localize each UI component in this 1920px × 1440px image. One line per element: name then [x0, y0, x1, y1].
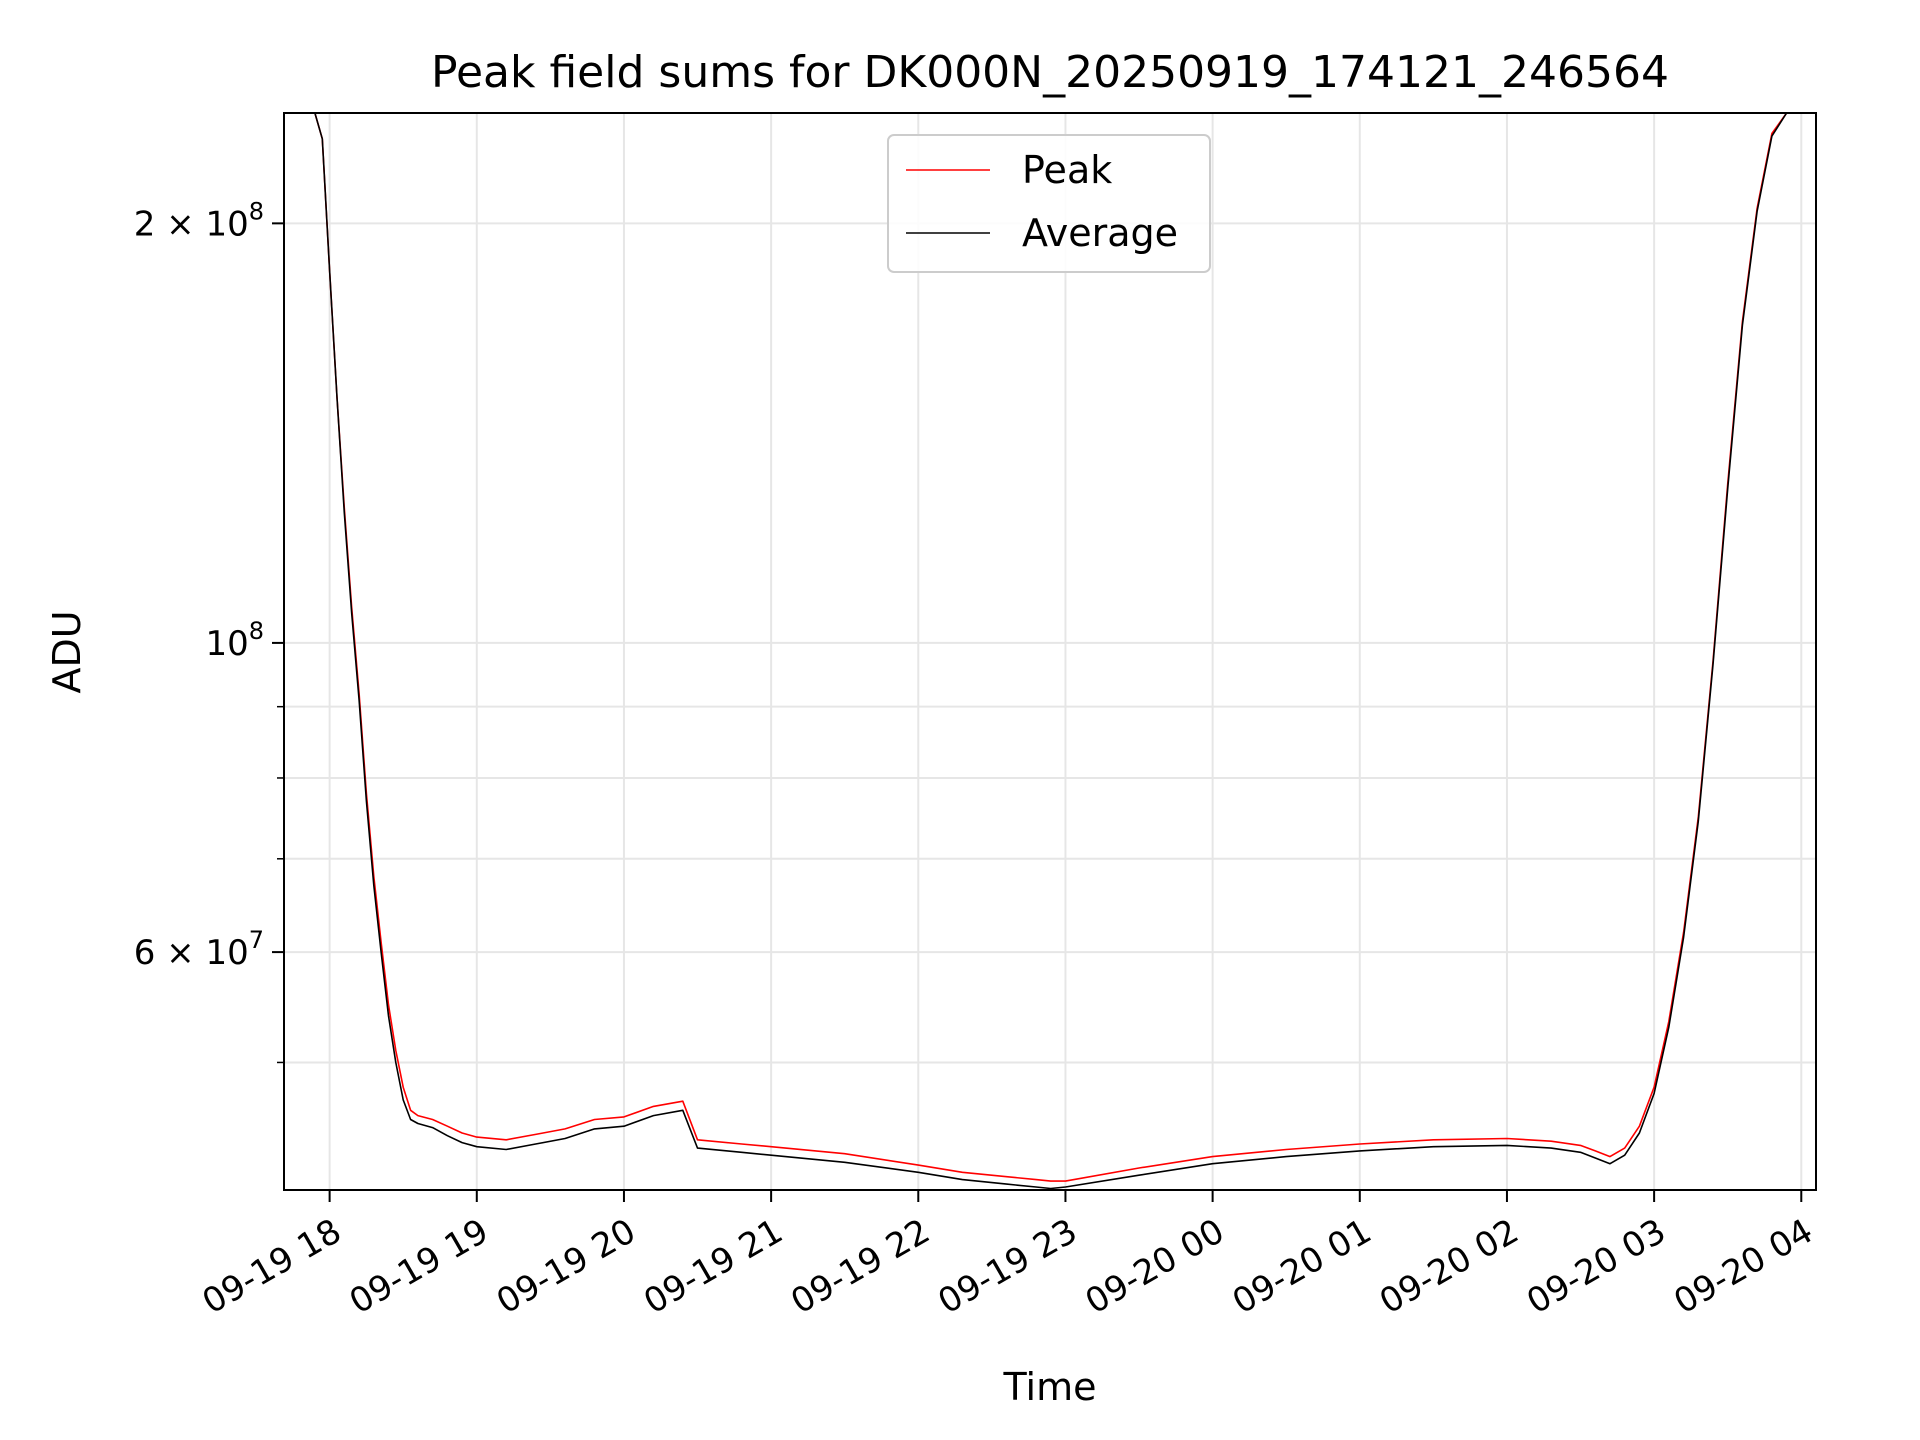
series-line-peak	[284, 113, 1816, 1182]
grid-lines	[284, 113, 1816, 1190]
chart-title: Peak field sums for DK000N_20250919_1741…	[431, 47, 1669, 98]
x-axis-label: Time	[1003, 1365, 1097, 1409]
y-tick-label: 6 × 107	[134, 926, 264, 973]
legend-average-label: Average	[1022, 211, 1178, 255]
y-tick-label: 2 × 108	[134, 197, 264, 244]
legend-peak-label: Peak	[1022, 148, 1112, 192]
plot-area-frame	[283, 112, 1817, 1191]
series-line-average	[284, 113, 1816, 1190]
legend[interactable]: Peak Average	[887, 134, 1211, 273]
y-tick-label: 108	[205, 617, 264, 664]
series-lines	[284, 113, 1816, 1190]
y-axis-label: ADU	[45, 610, 89, 693]
